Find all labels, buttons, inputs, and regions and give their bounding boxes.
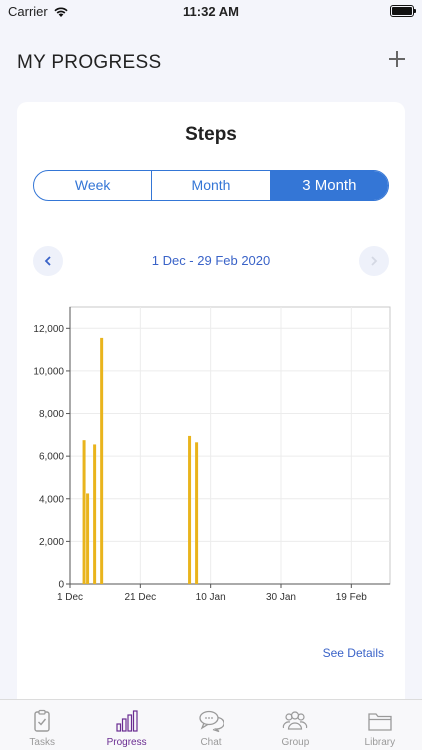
segment-3-month[interactable]: 3 Month <box>270 171 388 200</box>
tab-label: Progress <box>106 737 147 748</box>
period-segmented-control: Week Month 3 Month <box>33 170 389 201</box>
tab-label: Chat <box>200 737 222 748</box>
tab-progress[interactable]: Progress <box>84 700 168 750</box>
segment-month[interactable]: Month <box>152 171 271 200</box>
date-range: 1 Dec - 29 Feb 2020 <box>151 253 271 268</box>
steps-bar <box>100 337 104 584</box>
next-period-button[interactable] <box>359 246 389 276</box>
wifi-icon <box>54 6 68 17</box>
x-tick-label: 10 Jan <box>196 592 226 603</box>
x-tick-label: 21 Dec <box>124 592 156 603</box>
y-tick-label: 2,000 <box>39 537 64 548</box>
carrier-label: Carrier <box>8 4 48 19</box>
plot-area <box>69 306 391 585</box>
plus-icon <box>389 51 405 67</box>
y-tick-label: 12,000 <box>33 324 64 335</box>
x-tick-label: 1 Dec <box>57 592 83 603</box>
status-bar: Carrier 11:32 AM <box>0 0 422 24</box>
segment-week[interactable]: Week <box>34 171 153 200</box>
y-tick-label: 4,000 <box>39 494 64 505</box>
see-details-link[interactable]: See Details <box>322 646 384 660</box>
people-icon <box>283 711 308 730</box>
y-tick-label: 6,000 <box>39 452 64 463</box>
tab-label: Tasks <box>29 737 55 748</box>
bar-chart-icon <box>116 710 138 732</box>
clock: 11:32 AM <box>183 4 239 19</box>
clipboard-check-icon <box>34 709 50 732</box>
tab-label: Group <box>281 737 310 748</box>
tab-library[interactable]: Library <box>338 700 422 750</box>
previous-period-button[interactable] <box>33 246 63 276</box>
steps-bar <box>188 435 192 584</box>
y-tick-label: 8,000 <box>39 409 64 420</box>
steps-bar <box>195 442 199 584</box>
y-tick-label: 10,000 <box>33 366 64 377</box>
tab-group[interactable]: Group <box>253 700 337 750</box>
folder-icon <box>368 713 392 731</box>
steps-bar-chart: 0 2,000 4,000 6,000 8,000 10,000 12,000 1 Dec 21… <box>33 306 391 603</box>
steps-card: Steps Week Month 3 Month 1 Dec - 29 Feb … <box>17 102 405 712</box>
add-button[interactable] <box>386 48 408 70</box>
chat-bubbles-icon <box>199 710 225 733</box>
steps-bar <box>93 444 97 584</box>
steps-bar <box>82 440 86 584</box>
tab-chat[interactable]: Chat <box>169 700 253 750</box>
x-tick-label: 19 Feb <box>336 592 368 603</box>
tab-bar: Tasks Progress Chat Group <box>0 699 422 750</box>
chevron-right-icon <box>371 256 378 266</box>
battery-icon <box>390 5 416 17</box>
y-tick-label: 0 <box>58 580 64 591</box>
header: MY PROGRESS <box>0 40 422 84</box>
chevron-left-icon <box>44 256 51 266</box>
page-title: MY PROGRESS <box>17 52 162 73</box>
tab-label: Library <box>364 737 396 748</box>
x-tick-label: 30 Jan <box>266 592 296 603</box>
card-title: Steps <box>185 124 237 145</box>
steps-bar <box>86 493 90 584</box>
tab-tasks[interactable]: Tasks <box>0 700 84 750</box>
